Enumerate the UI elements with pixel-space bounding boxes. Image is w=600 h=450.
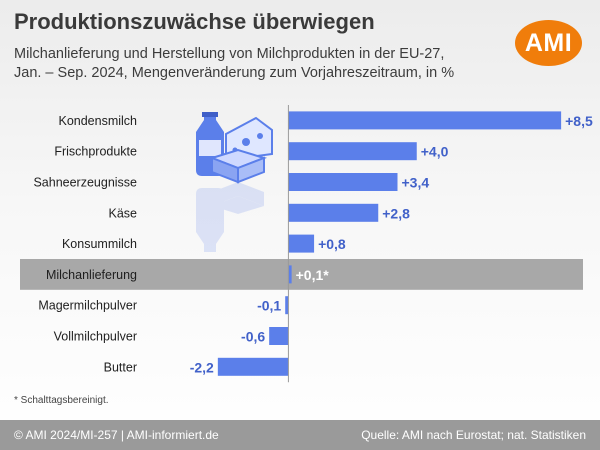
category-label: Sahneerzeugnisse — [33, 176, 137, 190]
bar — [288, 234, 315, 253]
dairy-products-icon — [196, 112, 273, 252]
value-label: -2,2 — [190, 359, 214, 375]
value-label: +8,5 — [565, 113, 593, 129]
chart-subtitle: Milchanlieferung und Herstellung von Mil… — [14, 45, 504, 83]
footer-bar: © AMI 2024/MI-257 | AMI-informiert.de Qu… — [0, 420, 600, 450]
subtitle-line-2: Jan. – Sep. 2024, Mengenveränderung zum … — [14, 65, 455, 81]
category-label: Kondensmilch — [58, 114, 137, 128]
value-label: +0,8 — [318, 236, 346, 252]
chart-title: Produktionszuwächse überwiegen — [14, 9, 375, 34]
highlight-row — [20, 259, 583, 290]
bar — [288, 203, 379, 222]
category-label: Butter — [104, 360, 137, 374]
copyright-text: © AMI 2024/MI-257 | AMI-informiert.de — [14, 428, 219, 442]
bar — [288, 173, 398, 191]
ami-logo: AMI — [515, 20, 582, 66]
value-label: -0,6 — [241, 329, 265, 345]
bar — [269, 327, 289, 345]
bar — [285, 296, 289, 315]
category-label: Käse — [109, 206, 138, 220]
value-label: +4,0 — [421, 144, 449, 160]
bar — [217, 357, 289, 376]
bar — [288, 265, 292, 284]
source-text: Quelle: AMI nach Eurostat; nat. Statisti… — [361, 428, 586, 442]
value-label: +3,4 — [402, 175, 430, 191]
category-label: Frischprodukte — [54, 145, 137, 159]
category-label: Vollmilchpulver — [54, 330, 137, 344]
bar — [288, 111, 562, 130]
bar-chart: Kondensmilch +8,5 Frischprodukte +4,0 Sahnee… — [20, 105, 593, 383]
category-label: Konsummilch — [62, 237, 137, 251]
value-label: +2,8 — [382, 205, 410, 221]
footnote: * Schalttagsbereinigt. — [14, 395, 109, 406]
category-label: Magermilchpulver — [38, 299, 137, 313]
bar — [288, 142, 417, 161]
subtitle-line-1: Milchanlieferung und Herstellung von Mil… — [14, 46, 445, 62]
category-label: Milchanlieferung — [46, 268, 137, 282]
value-label: -0,1 — [257, 298, 281, 314]
value-label: +0,1* — [296, 267, 330, 283]
